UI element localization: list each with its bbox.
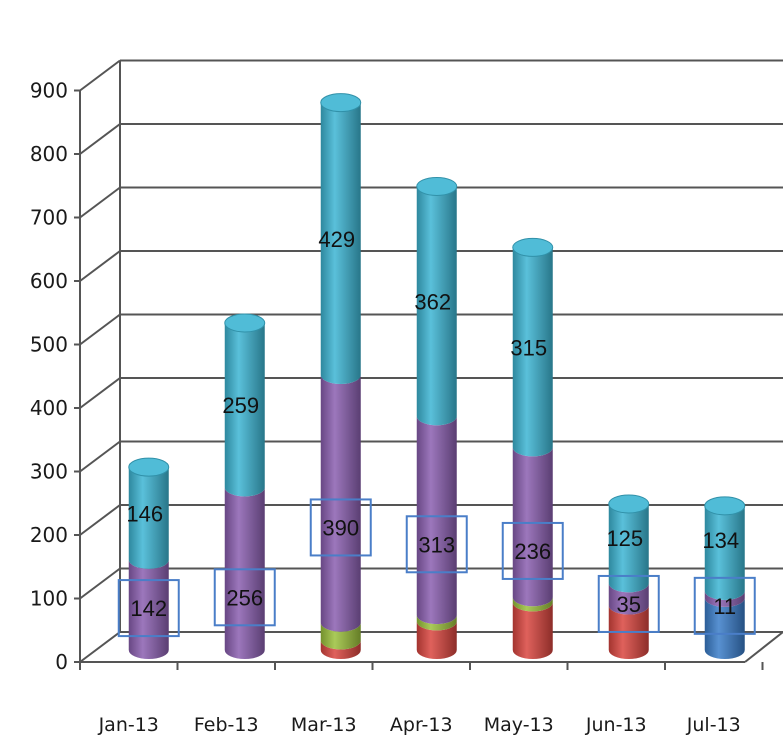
bar-cap [416,176,458,196]
data-label-lower: 313 [418,532,455,557]
data-label-upper: 134 [702,528,739,553]
y-tick-label: 500 [30,333,68,357]
x-tick-label: Feb-13 [194,714,259,736]
x-tick-label: Apr-13 [390,714,453,736]
gridline-depth [79,631,121,663]
bar-group-Apr-13 [416,176,458,659]
bar-segment [704,505,745,600]
data-label-lower: 11 [713,594,736,619]
bar-group-Feb-13 [224,313,266,659]
data-label-box [501,521,564,580]
data-label-lower: 142 [130,596,167,621]
data-label-upper: 315 [510,335,547,360]
y-tick-label: 600 [30,269,68,293]
bar-segment [416,615,457,631]
bar-cap [608,494,650,514]
bar-cap [320,93,362,113]
x-tick-label: Mar-13 [291,714,357,736]
bar-group-Jul-13 [704,496,746,659]
bar-segment [416,186,457,426]
x-tick-label: Jan-13 [98,714,159,736]
y-tick-label: 0 [55,650,68,674]
bar-segment [608,503,649,593]
bar-segment [128,467,169,569]
x-tick-label: Jul-13 [686,714,741,736]
data-label-upper: 429 [318,227,355,252]
x-axis-ticks: Jan-13 Feb-13 Mar-13 Apr-13 May-13 Jun-13 Jul-… [79,662,764,736]
gridline-depth [79,250,121,282]
x-tick-label: May-13 [484,714,554,736]
bar-group-May-13 [512,237,554,659]
gridline-depth [79,59,121,92]
bar-segment [320,375,361,632]
data-label-lower: 236 [514,539,551,564]
gridline-depth [79,440,121,473]
bar-segment [224,487,265,659]
data-labels: 146 142 259 256 429 390 362 313 315 236 125 35 134 11 [117,227,756,638]
bar-group-Jan-13 [128,457,170,659]
bar-segment [320,622,361,650]
y-tick-label: 900 [30,79,68,103]
gridline-depth [79,123,121,155]
gridline-depth [79,504,121,536]
floor-right-line [744,631,783,663]
bar-group-Mar-13 [320,93,362,659]
data-label-box [597,574,660,633]
data-label-upper: 259 [222,393,259,418]
bar-segment [704,597,745,659]
bar-cap [704,496,746,516]
y-tick-label: 300 [30,460,68,484]
bar-cap [224,313,266,333]
y-tick-label: 700 [30,206,68,230]
data-label-box [309,498,372,557]
y-axis-ticks: 0 100 200 300 400 500 600 700 800 900 [30,79,80,674]
gridline-depth [79,567,121,600]
bar-segment [416,621,457,659]
bar-segment [608,583,649,615]
data-label-lower: 256 [226,585,263,610]
data-label-upper: 362 [414,289,451,314]
bar-cap [128,457,170,477]
x-tick-label: Jun-13 [585,714,647,736]
gridline-depth [79,377,121,409]
bars [128,93,746,659]
bar-segment [224,322,265,497]
bar-segment [512,602,553,659]
y-tick-label: 200 [30,523,68,547]
gridline-depth [79,313,121,346]
bar-segment [320,102,361,385]
bar-segment [128,559,169,659]
y-tick-label: 400 [30,396,68,420]
bar-segment [512,597,553,612]
data-label-lower: 35 [617,592,641,617]
data-label-lower: 390 [322,515,359,540]
bar-segment [512,447,553,607]
bar-cap [512,237,554,257]
bar-segment [512,247,553,457]
y-tick-label: 800 [30,142,68,166]
bar-segment [320,640,361,659]
data-label-box [693,576,756,635]
bar-segment [704,590,745,607]
y-tick-label: 100 [30,587,68,611]
data-label-box [405,515,468,574]
data-label-box [117,579,180,638]
data-label-box [213,568,276,627]
data-label-upper: 125 [606,526,643,551]
bar-segment [416,416,457,625]
data-label-upper: 146 [126,501,163,526]
bar-group-Jun-13 [608,494,650,659]
gridline-depth [79,186,121,219]
